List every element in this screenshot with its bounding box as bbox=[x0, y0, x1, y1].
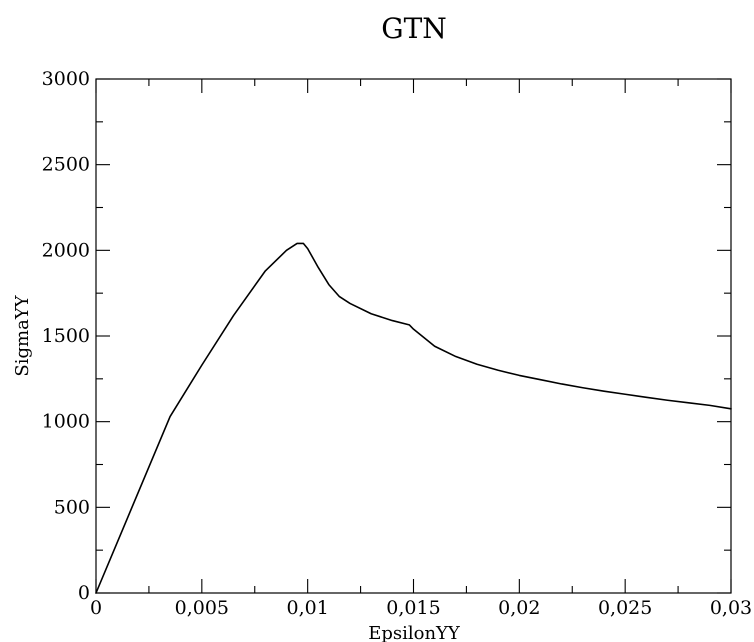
x-axis-ticks bbox=[95, 79, 732, 593]
x-tick-label: 0,03 bbox=[710, 597, 752, 619]
x-tick-label: 0,025 bbox=[598, 597, 652, 619]
y-tick-label: 0 bbox=[78, 582, 90, 604]
series-layer bbox=[95, 242, 732, 594]
y-tick-label: 2500 bbox=[42, 154, 90, 176]
y-tick-label: 1500 bbox=[42, 325, 90, 347]
x-tick-label: 0,015 bbox=[386, 597, 440, 619]
y-tick-label: 2000 bbox=[42, 239, 90, 261]
x-tick-label: 0,02 bbox=[498, 597, 540, 619]
y-tick-label: 3000 bbox=[42, 68, 90, 90]
y-axis-tick-labels: 0 500 1000 1500 2000 2500 3000 bbox=[42, 68, 90, 604]
plot-frame bbox=[95, 78, 732, 594]
x-axis-label: EpsilonYY bbox=[368, 623, 461, 642]
y-axis-ticks bbox=[96, 78, 731, 594]
y-tick-label: 1000 bbox=[42, 411, 90, 433]
y-axis-label: SigmaYY bbox=[12, 294, 33, 376]
x-tick-label: 0 bbox=[90, 597, 102, 619]
x-tick-label: 0,005 bbox=[175, 597, 229, 619]
x-tick-label: 0,01 bbox=[287, 597, 329, 619]
chart-title: GTN bbox=[381, 12, 447, 45]
x-axis-tick-labels: 0 0,005 0,01 0,015 0,02 0,025 0,03 bbox=[90, 597, 752, 619]
series-line bbox=[95, 242, 732, 594]
y-tick-label: 500 bbox=[54, 496, 90, 518]
